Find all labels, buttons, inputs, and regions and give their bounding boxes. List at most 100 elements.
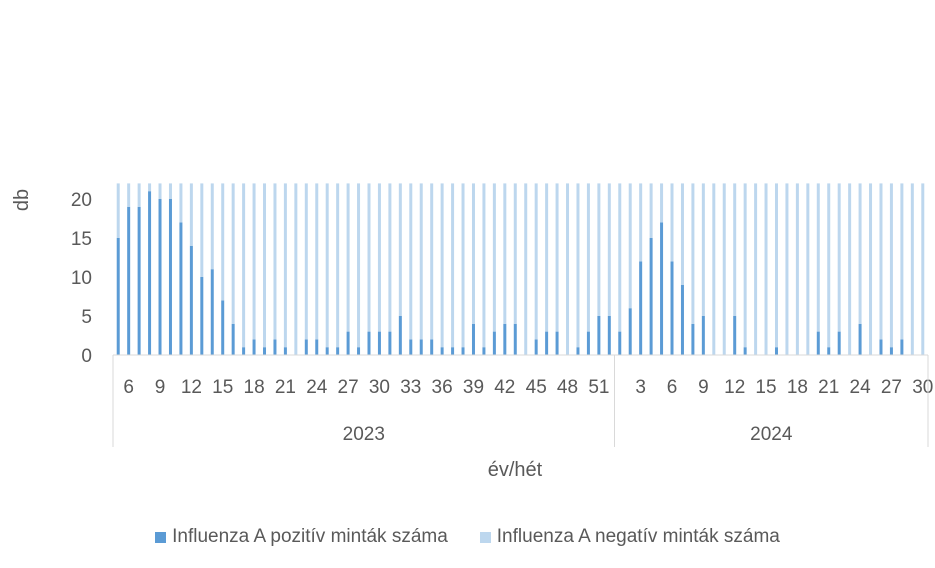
bar-negative	[586, 183, 590, 332]
bar-positive	[189, 245, 193, 355]
bar-negative	[148, 183, 152, 192]
bar-negative	[649, 183, 653, 238]
bar-positive	[315, 339, 319, 355]
x-tick-label: 27	[881, 377, 902, 398]
bar-negative	[336, 183, 340, 348]
bar-positive	[639, 261, 643, 355]
bar-positive	[116, 238, 120, 355]
bar-positive	[430, 339, 434, 355]
bar-positive	[210, 269, 214, 355]
bar-negative	[398, 183, 402, 316]
bar-positive	[148, 191, 152, 355]
y-tick-label: 0	[81, 346, 92, 367]
bar-positive	[649, 238, 653, 355]
bar-positive	[263, 347, 267, 355]
bar-negative	[889, 183, 893, 348]
bar-negative	[712, 183, 716, 355]
bar-positive	[482, 347, 486, 355]
x-tick-label: 18	[787, 377, 808, 398]
bar-positive	[733, 316, 737, 355]
bar-negative	[576, 183, 580, 348]
bar-positive	[451, 347, 455, 355]
bar-positive	[827, 347, 831, 355]
bar-positive	[555, 331, 559, 355]
bar-negative	[858, 183, 862, 324]
bar-positive	[816, 331, 820, 355]
x-tick-label: 30	[912, 377, 933, 398]
bar-positive	[252, 339, 256, 355]
y-tick-label: 5	[81, 307, 92, 328]
bar-negative	[524, 183, 528, 355]
bar-negative	[440, 183, 444, 348]
bar-positive	[680, 284, 684, 355]
bar-positive	[242, 347, 246, 355]
y-tick-label: 20	[71, 190, 92, 211]
bar-negative	[294, 183, 298, 355]
x-tick-label: 15	[212, 377, 233, 398]
bar-positive	[377, 331, 381, 355]
bar-positive	[670, 261, 674, 355]
x-group-label: 2024	[750, 424, 793, 445]
x-tick-label: 51	[588, 377, 609, 398]
bar-negative	[795, 183, 799, 355]
bar-negative	[492, 183, 496, 332]
bar-negative	[816, 183, 820, 332]
bar-positive	[127, 206, 131, 355]
legend-item-positive: Influenza A pozitív minták száma	[155, 526, 448, 548]
bar-positive	[774, 347, 778, 355]
bar-negative	[555, 183, 559, 332]
bar-negative	[430, 183, 434, 340]
x-tick-label: 24	[850, 377, 872, 398]
x-tick-label: 45	[526, 377, 547, 398]
bar-positive	[440, 347, 444, 355]
x-tick-label: 27	[338, 377, 359, 398]
bar-positive	[346, 331, 350, 355]
bar-positive	[576, 347, 580, 355]
x-tick-label: 12	[724, 377, 745, 398]
bar-positive	[545, 331, 549, 355]
y-axis-title: db	[11, 189, 33, 211]
bar-positive	[283, 347, 287, 355]
bar-negative	[837, 183, 841, 332]
bars-layer	[116, 183, 925, 355]
bar-negative	[701, 183, 705, 316]
bar-negative	[168, 183, 172, 199]
bar-positive	[336, 347, 340, 355]
bar-negative	[827, 183, 831, 348]
bar-negative	[869, 183, 873, 355]
bar-positive	[221, 300, 225, 355]
bar-negative	[503, 183, 507, 324]
x-tick-label: 3	[635, 377, 646, 398]
x-tick-label: 12	[181, 377, 202, 398]
x-tick-label: 21	[275, 377, 296, 398]
bar-negative	[910, 183, 914, 355]
bar-negative	[743, 183, 747, 348]
bar-positive	[367, 331, 371, 355]
bar-negative	[252, 183, 256, 340]
x-tick-label: 33	[400, 377, 421, 398]
bar-negative	[774, 183, 778, 348]
bar-negative	[900, 183, 904, 340]
x-tick-label: 48	[557, 377, 578, 398]
legend-swatch-negative	[479, 531, 491, 543]
bar-negative	[471, 183, 475, 324]
x-axis-title: év/hét	[488, 459, 543, 481]
bar-negative	[357, 183, 361, 348]
bar-negative	[179, 183, 183, 223]
y-tick-label: 10	[71, 268, 92, 289]
bar-positive	[409, 339, 413, 355]
x-tick-label: 6	[123, 377, 134, 398]
bar-negative	[419, 183, 423, 340]
bar-positive	[743, 347, 747, 355]
bar-negative	[377, 183, 381, 332]
bar-positive	[879, 339, 883, 355]
bar-negative	[283, 183, 287, 348]
bar-negative	[304, 183, 308, 340]
bar-positive	[691, 323, 695, 355]
bar-positive	[471, 323, 475, 355]
bar-negative	[597, 183, 601, 316]
x-group-label: 2023	[343, 424, 385, 445]
x-tick-label: 9	[698, 377, 709, 398]
